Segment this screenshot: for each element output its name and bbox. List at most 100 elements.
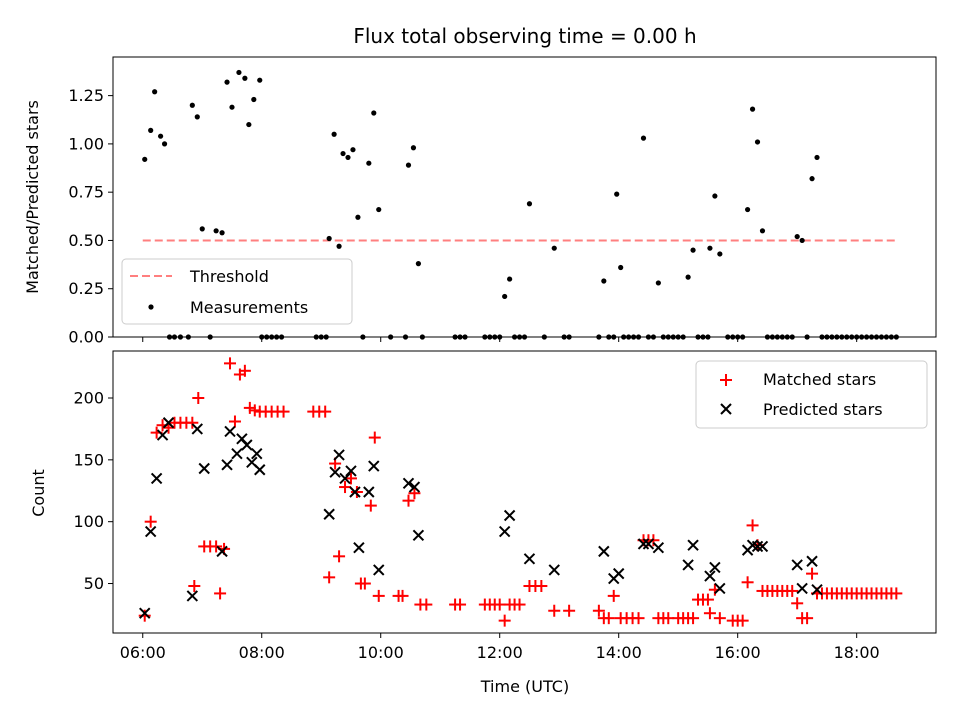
- matched-star-point: [368, 431, 381, 444]
- legend-predicted-swatch: [720, 403, 732, 415]
- predicted-star-point: [349, 486, 361, 498]
- predicted-star-point: [345, 465, 357, 477]
- measurement-point: [745, 206, 751, 213]
- matched-star-point: [420, 598, 433, 611]
- matched-star-point: [746, 519, 759, 532]
- matched-star-point: [786, 584, 799, 597]
- matched-star-point: [358, 577, 371, 590]
- measurement-point: [809, 176, 815, 182]
- predicted-star-point: [162, 417, 175, 429]
- matched-star-point: [277, 405, 290, 418]
- matched-star-point: [138, 609, 151, 622]
- matched-star-point: [607, 589, 620, 602]
- matched-star-point: [372, 589, 385, 602]
- bottom-panel-xlabel: Time (UTC): [480, 677, 569, 696]
- measurement-point: [142, 156, 148, 162]
- predicted-star-point: [186, 590, 199, 602]
- predicted-star-point: [682, 559, 694, 571]
- measurement-point: [219, 230, 225, 236]
- matched-star-point: [602, 612, 615, 625]
- measurement-point: [242, 75, 248, 81]
- top-ytick-label: 0.50: [68, 231, 104, 250]
- matched-star-point: [408, 487, 421, 500]
- measurement-point: [224, 79, 230, 85]
- bottom-panel: Count Time (UTC) 50 100 150 200 06:00 08:00 10…: [29, 350, 937, 696]
- predicted-star-point: [368, 460, 380, 472]
- legend-measurements-label: Measurements: [190, 298, 308, 317]
- predicted-star-point: [323, 508, 335, 520]
- predicted-star-point: [612, 567, 625, 580]
- predicted-star-point: [254, 464, 266, 476]
- predicted-star-point: [231, 447, 243, 460]
- matched-star-point: [214, 587, 227, 600]
- measurement-point: [229, 104, 235, 110]
- matched-star-point: [224, 357, 237, 370]
- measurement-point: [712, 193, 718, 199]
- matched-star-point: [454, 598, 467, 611]
- bottom-ytick-label: 200: [73, 389, 104, 408]
- predicted-star-point: [353, 541, 365, 554]
- matched-star-point: [333, 550, 346, 563]
- matched-star-point: [186, 416, 199, 429]
- top-panel-ticks: 0.00 0.25 0.50 0.75 1.00 1.25: [68, 86, 858, 347]
- bottom-ytick-label: 100: [73, 512, 104, 531]
- measurement-point: [794, 233, 800, 240]
- predicted-star-point: [373, 564, 385, 576]
- predicted-star-point: [251, 447, 263, 460]
- measurement-point: [236, 69, 242, 76]
- predicted-star-point: [498, 525, 511, 538]
- top-ytick-label: 0.00: [68, 328, 104, 347]
- legend-predicted-label: Predicted stars: [763, 400, 883, 419]
- top-panel: Flux total observing time = 0.00 h Match…: [23, 24, 937, 347]
- predicted-star-point: [144, 525, 157, 538]
- bottom-xtick-label: 16:00: [715, 643, 761, 662]
- bottom-ytick-label: 150: [73, 450, 104, 469]
- predicted-star-point: [402, 477, 415, 490]
- predicted-star-point: [191, 423, 203, 435]
- predicted-star-point: [221, 459, 233, 471]
- legend-matched-swatch: [720, 374, 732, 386]
- predicted-star-point: [241, 439, 253, 451]
- matched-star-point: [890, 587, 903, 600]
- matched-star-point: [563, 604, 576, 617]
- predicted-star-point: [704, 570, 716, 582]
- predicted-star-point: [791, 559, 803, 571]
- top-legend-box: [121, 258, 353, 325]
- matched-star-point: [350, 486, 363, 498]
- predicted-star-point: [687, 539, 699, 551]
- measurement-point: [601, 278, 607, 284]
- measurement-point: [194, 114, 200, 120]
- measurement-point: [340, 150, 346, 157]
- matched-star-point: [741, 576, 754, 589]
- predicted-star-point: [652, 541, 665, 554]
- matched-star-point: [344, 472, 357, 485]
- predicted-star-point: [333, 449, 345, 461]
- predicted-star-point: [806, 555, 818, 567]
- measurement-point: [655, 280, 661, 286]
- predicted-star-point: [751, 540, 764, 553]
- top-ytick-label: 0.25: [68, 279, 104, 298]
- measurement-point: [618, 264, 624, 271]
- predicted-star-point: [198, 462, 210, 475]
- measurement-point: [640, 135, 647, 141]
- bottom-panel-frame: [112, 350, 937, 634]
- measurement-point: [502, 293, 508, 300]
- predicted-star-point: [548, 564, 560, 576]
- legend-matched-label: Matched stars: [763, 370, 876, 389]
- predicted-star-point: [150, 472, 163, 485]
- predicted-star-point: [811, 584, 823, 596]
- bottom-ytick-label: 50: [84, 574, 104, 593]
- predicted-star-point: [756, 540, 769, 553]
- measurement-point: [213, 228, 219, 234]
- bottom-panel-marks: [138, 357, 903, 627]
- measurement-point: [376, 206, 382, 213]
- matched-star-point: [402, 494, 415, 507]
- measurement-point: [355, 214, 361, 220]
- matched-star-point: [192, 392, 205, 404]
- top-panel-legend: Threshold Measurements: [121, 258, 353, 325]
- measurement-point: [366, 160, 372, 166]
- matched-star-point: [339, 481, 352, 494]
- legend-measurements-swatch: [148, 304, 154, 310]
- measurement-point: [799, 237, 805, 244]
